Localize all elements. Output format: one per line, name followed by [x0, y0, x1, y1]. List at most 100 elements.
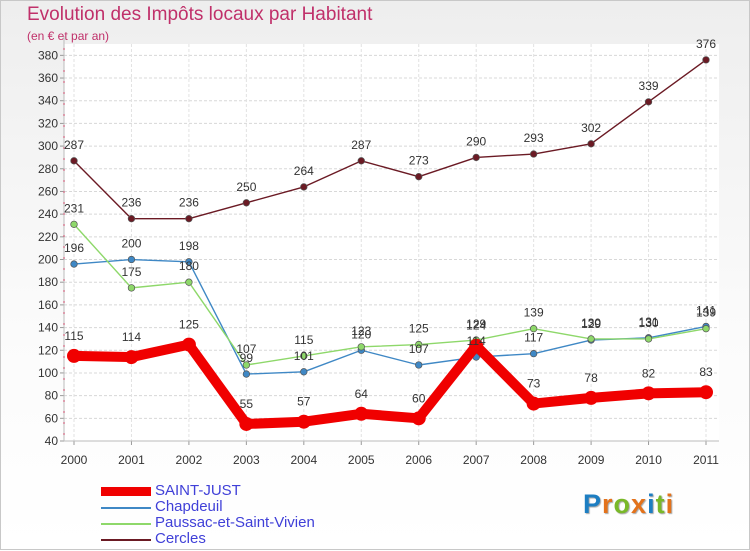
- x-tick-label: 2009: [578, 453, 605, 467]
- y-tick-label: 320: [38, 116, 58, 130]
- data-label-paussac-et-saint-vivien: 175: [121, 265, 141, 279]
- data-point-paussac-et-saint-vivien: [300, 352, 308, 360]
- data-label-saint-just: 57: [297, 395, 311, 409]
- legend-swatch: [101, 523, 151, 525]
- data-point-chapdeuil: [70, 260, 78, 268]
- logo-letter: o: [613, 489, 632, 519]
- data-label-chapdeuil: 107: [409, 342, 429, 356]
- data-point-chapdeuil: [185, 258, 193, 266]
- legend-label: SAINT-JUST: [155, 482, 241, 499]
- y-tick-label: 300: [38, 139, 58, 153]
- data-label-paussac-et-saint-vivien: 180: [179, 259, 199, 273]
- data-label-cercles: 290: [466, 134, 486, 148]
- data-point-cercles: [415, 173, 423, 181]
- data-point-paussac-et-saint-vivien: [185, 278, 193, 286]
- data-point-saint-just: [124, 350, 139, 365]
- data-label-paussac-et-saint-vivien: 130: [639, 316, 659, 330]
- data-label-chapdeuil: 200: [121, 237, 141, 251]
- data-point-saint-just: [181, 337, 196, 352]
- data-point-paussac-et-saint-vivien: [644, 335, 653, 343]
- legend-label: Paussac-et-Saint-Vivien: [155, 514, 315, 531]
- data-point-paussac-et-saint-vivien: [702, 325, 710, 333]
- data-label-saint-just: 83: [699, 365, 713, 379]
- data-label-chapdeuil: 198: [179, 239, 199, 253]
- data-label-paussac-et-saint-vivien: 115: [294, 333, 313, 347]
- legend-swatch: [101, 507, 151, 509]
- logo-letter: P: [583, 489, 603, 519]
- data-point-paussac-et-saint-vivien: [242, 361, 251, 369]
- data-label-chapdeuil: 114: [467, 334, 486, 348]
- y-tick-label: 360: [38, 71, 58, 85]
- series-line-paussac-et-saint-vivien: [73, 223, 707, 366]
- data-point-cercles: [529, 150, 538, 158]
- data-point-saint-just: [584, 390, 599, 405]
- data-label-cercles: 287: [64, 138, 84, 152]
- logo-letter: i: [665, 489, 675, 519]
- data-label-paussac-et-saint-vivien: 123: [351, 324, 371, 338]
- data-label-cercles: 273: [409, 154, 429, 168]
- data-label-chapdeuil: 129: [581, 317, 601, 331]
- x-tick-label: 2000: [61, 453, 88, 467]
- legend-swatch: [101, 487, 151, 496]
- y-tick-label: 160: [38, 298, 58, 312]
- y-tick-label: 100: [38, 366, 58, 380]
- y-tick-label: 40: [45, 434, 59, 448]
- data-label-cercles: 250: [236, 180, 256, 194]
- data-label-paussac-et-saint-vivien: 139: [524, 306, 544, 320]
- x-tick-label: 2003: [233, 453, 260, 467]
- logo-letter: r: [602, 489, 614, 519]
- y-tick-label: 140: [38, 321, 58, 335]
- data-point-saint-just: [239, 416, 254, 431]
- x-tick-label: 2002: [176, 453, 203, 467]
- data-label-paussac-et-saint-vivien: 130: [581, 316, 601, 330]
- data-label-cercles: 236: [121, 196, 141, 210]
- data-label-paussac-et-saint-vivien: 139: [696, 306, 716, 320]
- y-tick-label: 220: [38, 230, 58, 244]
- data-label-cercles: 376: [696, 37, 716, 51]
- y-tick-label: 260: [38, 184, 58, 198]
- data-point-chapdeuil: [415, 361, 423, 369]
- data-label-saint-just: 73: [527, 377, 541, 391]
- y-tick-label: 280: [38, 162, 58, 176]
- y-tick-label: 240: [38, 207, 58, 221]
- data-point-cercles: [357, 157, 365, 165]
- data-point-paussac-et-saint-vivien: [587, 335, 595, 343]
- data-label-cercles: 287: [351, 138, 371, 152]
- data-label-chapdeuil: 99: [240, 351, 254, 365]
- x-tick-label: 2007: [463, 453, 490, 467]
- data-label-saint-just: 60: [412, 391, 426, 405]
- data-point-chapdeuil: [127, 255, 136, 264]
- x-tick-label: 2008: [520, 453, 547, 467]
- y-tick-label: 180: [38, 275, 58, 289]
- data-point-cercles: [587, 140, 595, 148]
- data-label-chapdeuil: 101: [294, 349, 314, 363]
- y-tick-label: 80: [45, 389, 59, 403]
- chart-subtitle: (en € et par an): [27, 29, 110, 43]
- data-label-chapdeuil: 117: [524, 331, 543, 345]
- data-point-cercles: [472, 153, 480, 162]
- data-point-saint-just: [296, 414, 311, 429]
- legend-label: Chapdeuil: [155, 498, 223, 515]
- data-label-paussac-et-saint-vivien: 107: [236, 342, 256, 356]
- x-tick-label: 2011: [693, 453, 719, 467]
- data-label-saint-just: 115: [64, 329, 83, 343]
- data-point-cercles: [185, 215, 193, 223]
- chart-title: Evolution des Impôts locaux par Habitant: [27, 4, 373, 25]
- data-point-cercles: [702, 56, 710, 64]
- data-point-cercles: [300, 183, 308, 191]
- data-label-paussac-et-saint-vivien: 125: [409, 322, 429, 336]
- x-tick-label: 2004: [290, 453, 317, 467]
- logo-letter: i: [647, 489, 656, 519]
- x-tick-label: 2006: [405, 453, 432, 467]
- data-label-chapdeuil: 120: [351, 327, 371, 341]
- y-tick-label: 60: [45, 411, 59, 425]
- y-tick-label: 120: [38, 343, 58, 357]
- data-label-saint-just: 124: [466, 319, 486, 333]
- data-point-saint-just: [641, 386, 656, 401]
- data-label-cercles: 339: [639, 79, 659, 93]
- data-label-paussac-et-saint-vivien: 129: [466, 317, 486, 331]
- data-point-chapdeuil: [529, 350, 538, 358]
- data-point-chapdeuil: [242, 370, 251, 378]
